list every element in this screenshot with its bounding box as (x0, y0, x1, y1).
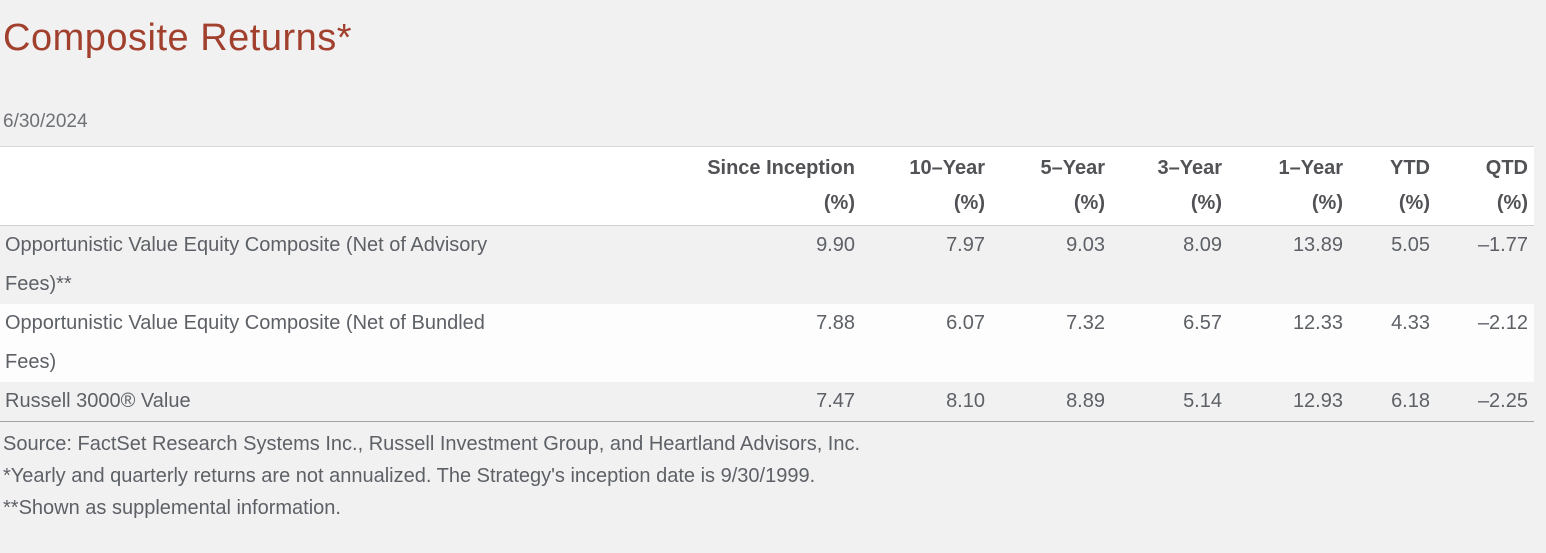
cell-10-year: 8.10 (946, 390, 985, 412)
cell-ytd: 5.05 (1391, 234, 1430, 256)
column-header-since-inception: Since Inception (%) (630, 147, 855, 226)
column-unit: (%) (1398, 192, 1430, 214)
footnotes: Source: FactSet Research Systems Inc., R… (3, 428, 1546, 524)
cell-qtd: –2.12 (1477, 312, 1528, 334)
cell-5-year: 9.03 (1066, 234, 1105, 256)
column-label: YTD (1390, 157, 1430, 179)
page-title: Composite Returns* (3, 17, 353, 59)
composite-returns-section: Composite Returns* 6/30/2024 Since Incep… (0, 12, 1546, 553)
cell-since-inception: 9.90 (816, 234, 855, 256)
cell-1-year: 12.93 (1292, 390, 1343, 412)
cell-qtd: –1.77 (1477, 234, 1528, 256)
cell-since-inception: 7.88 (816, 312, 855, 334)
cell-since-inception: 7.47 (816, 390, 855, 412)
column-header-5-year: 5–Year (%) (985, 147, 1105, 226)
row-label: Opportunistic Value Equity Composite (Ne… (5, 312, 485, 373)
cell-10-year: 6.07 (946, 312, 985, 334)
source-note: Source: FactSet Research Systems Inc., R… (3, 433, 861, 455)
column-unit: (%) (1190, 192, 1222, 214)
cell-1-year: 12.33 (1292, 312, 1343, 334)
cell-qtd: –2.25 (1477, 390, 1528, 412)
column-unit: (%) (1311, 192, 1343, 214)
column-header-3-year: 3–Year (%) (1105, 147, 1222, 226)
column-label: 1–Year (1278, 157, 1343, 179)
column-label: Since Inception (707, 157, 855, 179)
column-unit: (%) (823, 192, 855, 214)
cell-3-year: 5.14 (1183, 390, 1222, 412)
column-label: QTD (1485, 157, 1528, 179)
composite-returns-table: Since Inception (%) 10–Year (%) 5–Year (… (0, 146, 1534, 422)
cell-ytd: 6.18 (1391, 390, 1430, 412)
table-header-row: Since Inception (%) 10–Year (%) 5–Year (… (0, 146, 1534, 226)
cell-5-year: 7.32 (1066, 312, 1105, 334)
cell-ytd: 4.33 (1391, 312, 1430, 334)
column-header-10-year: 10–Year (%) (855, 147, 985, 226)
column-label: 10–Year (909, 157, 985, 179)
annualized-note: *Yearly and quarterly returns are not an… (3, 465, 816, 487)
cell-10-year: 7.97 (946, 234, 985, 256)
cell-5-year: 8.89 (1066, 390, 1105, 412)
row-label-column-header (0, 147, 630, 226)
cell-1-year: 13.89 (1292, 234, 1343, 256)
table-row-net-advisory-fees: Opportunistic Value Equity Composite (Ne… (0, 225, 1534, 304)
table-row-net-bundled-fees: Opportunistic Value Equity Composite (Ne… (0, 304, 1534, 382)
column-unit: (%) (1496, 192, 1528, 214)
as-of-date: 6/30/2024 (3, 111, 88, 132)
column-unit: (%) (953, 192, 985, 214)
table-row-russell-3000-value: Russell 3000® Value 7.47 8.10 8.89 5.14 … (0, 382, 1534, 422)
column-header-1-year: 1–Year (%) (1222, 147, 1343, 226)
row-label: Opportunistic Value Equity Composite (Ne… (5, 234, 488, 295)
column-label: 5–Year (1040, 157, 1105, 179)
column-header-qtd: QTD (%) (1430, 147, 1534, 226)
supplemental-note: **Shown as supplemental information. (3, 497, 341, 519)
column-label: 3–Year (1157, 157, 1222, 179)
column-unit: (%) (1073, 192, 1105, 214)
cell-3-year: 6.57 (1183, 312, 1222, 334)
row-label: Russell 3000® Value (5, 390, 191, 412)
column-header-ytd: YTD (%) (1343, 147, 1430, 226)
cell-3-year: 8.09 (1183, 234, 1222, 256)
